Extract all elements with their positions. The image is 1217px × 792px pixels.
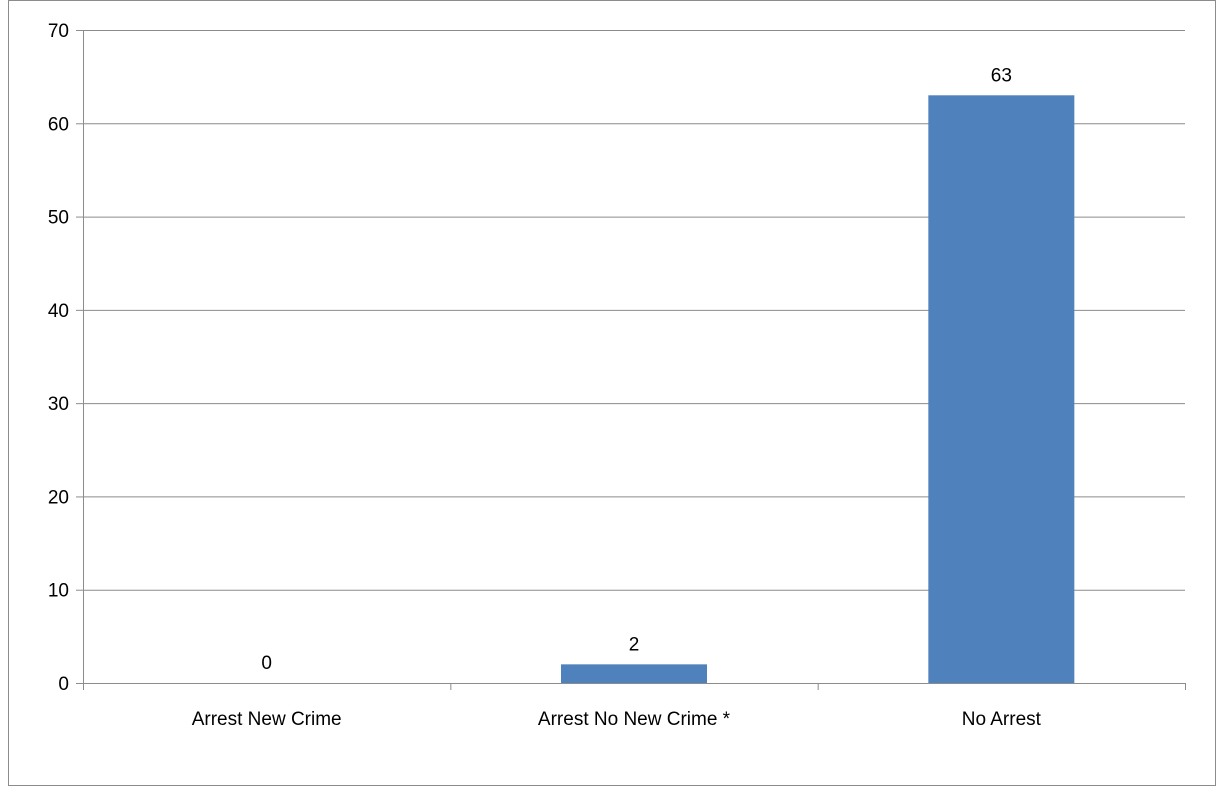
y-tick-label: 0 — [58, 674, 69, 695]
bars — [561, 95, 1075, 684]
x-category-label: No Arrest — [962, 709, 1042, 730]
bar-2 — [561, 664, 707, 683]
y-tick-label: 10 — [48, 581, 69, 602]
data-label: 2 — [629, 634, 640, 655]
y-tick-label: 30 — [48, 394, 69, 415]
y-tick-label: 70 — [48, 21, 69, 42]
data-label: 0 — [261, 653, 272, 674]
x-category-label: Arrest New Crime — [192, 709, 342, 730]
y-tick-label: 40 — [48, 301, 69, 322]
y-tick-label: 60 — [48, 114, 69, 135]
axes — [76, 30, 1186, 690]
x-category-label: Arrest No New Crime * — [538, 709, 731, 730]
data-label: 63 — [991, 65, 1012, 86]
labels: 0 10 20 30 40 50 60 70 0 Arrest New Crime 2 Arrest … — [48, 21, 1042, 730]
bar-3 — [928, 95, 1075, 684]
y-tick-label: 20 — [48, 487, 69, 508]
y-tick-label: 50 — [48, 208, 69, 229]
